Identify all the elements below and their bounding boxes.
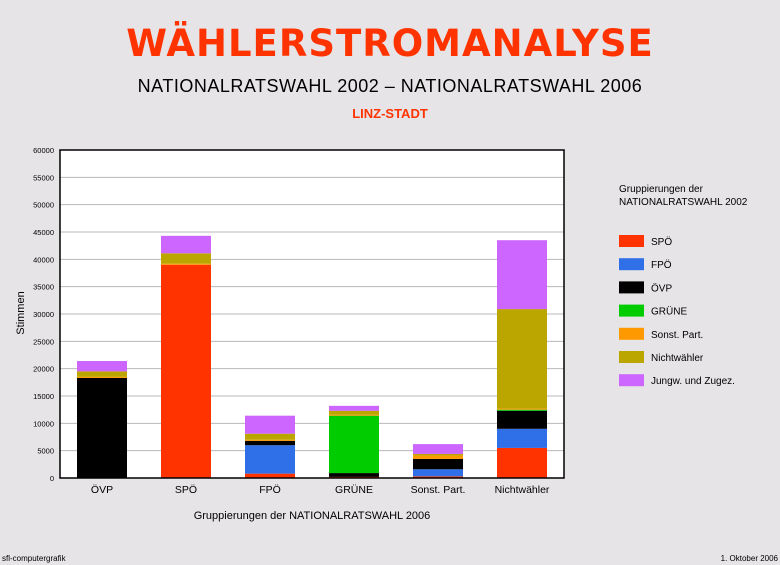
y-tick-label: 10000 [33, 419, 54, 428]
bar-segment [497, 410, 547, 429]
bar-segment [245, 433, 295, 440]
bar-segment [329, 414, 379, 416]
legend-title-line2: NATIONALRATSWAHL 2002 [619, 197, 748, 208]
legend-label: GRÜNE [651, 306, 687, 318]
bar-segment [497, 428, 547, 448]
bar-segment [329, 415, 379, 474]
region-label: LINZ-STADT [352, 106, 428, 121]
bar-segment [497, 240, 547, 310]
legend-label: FPÖ [651, 259, 672, 271]
y-tick-label: 20000 [33, 365, 54, 374]
y-tick-label: 50000 [33, 201, 54, 210]
y-tick-label: 0 [50, 474, 54, 483]
footer-date: 1. Oktober 2006 [720, 554, 778, 563]
bar-segment [245, 415, 295, 434]
footer-credit: sfl-computergrafik [2, 554, 66, 563]
y-tick-label: 40000 [33, 255, 54, 264]
bar-segment [245, 473, 295, 478]
x-tick-label: SPÖ [175, 484, 197, 496]
bar-segment [77, 376, 127, 378]
y-tick-label: 60000 [33, 146, 54, 155]
plot-frame [59, 149, 565, 479]
bar-segment [413, 444, 463, 454]
bar-segment [413, 476, 463, 478]
y-tick-label: 55000 [33, 173, 54, 182]
bar-segment [77, 371, 127, 377]
y-tick-label: 45000 [33, 228, 54, 237]
legend-swatch [619, 351, 644, 363]
bar-segment [245, 445, 295, 474]
legend-swatch [619, 235, 644, 247]
bar-segment [413, 455, 463, 459]
y-tick-label: 15000 [33, 392, 54, 401]
y-tick-label: 30000 [33, 310, 54, 319]
bar-segment [161, 264, 211, 478]
y-tick-label: 25000 [33, 337, 54, 346]
bar-segment [161, 253, 211, 264]
bar-segment [329, 410, 379, 415]
bar-segment [413, 458, 463, 470]
page-subtitle: NATIONALRATSWAHL 2002 – NATIONALRATSWAHL… [137, 76, 643, 96]
y-tick-label: 5000 [37, 447, 54, 456]
bar-segment [161, 263, 211, 265]
legend-swatch [619, 374, 644, 387]
bar-segment [329, 473, 379, 477]
y-axis-label: Stimmen [15, 291, 27, 334]
y-tick-labels: 0 5000 10000 15000 20000 25000 30000 35000 40000… [33, 146, 54, 483]
x-tick-label: FPÖ [259, 484, 281, 496]
bar-segment [245, 440, 295, 446]
bar-segment [77, 361, 127, 372]
page-title: WÄHLERSTROMANALYSE [126, 22, 654, 65]
x-tick-labels: ÖVP SPÖ FPÖ GRÜNE Sonst. Part. Nichtwähler [91, 484, 550, 496]
bar-segment [329, 405, 379, 411]
x-tick-label: Nichtwähler [495, 484, 550, 496]
legend-swatch [619, 281, 644, 294]
legend-title-line1: Gruppierungen der [619, 184, 703, 195]
legend-label: Sonst. Part. [651, 330, 703, 341]
bar-segment [77, 377, 127, 478]
legend-swatch [619, 304, 644, 317]
legend-label: Jungw. und Zugez. [651, 376, 735, 387]
x-tick-label: Sonst. Part. [411, 484, 466, 496]
bar-segment [413, 469, 463, 477]
bar-segment [497, 408, 547, 410]
x-tick-label: ÖVP [91, 484, 113, 496]
bar-stacks [77, 235, 547, 478]
legend: SPÖ FPÖ ÖVP GRÜNE Sonst. Part. Nichtwähler Jun… [619, 235, 735, 387]
y-tick-label: 35000 [33, 283, 54, 292]
legend-label: Nichtwähler [651, 353, 704, 364]
legend-label: SPÖ [651, 236, 672, 248]
bar-segment [413, 453, 463, 456]
legend-title: Gruppierungen der NATIONALRATSWAHL 2002 [619, 183, 747, 209]
legend-label: ÖVP [651, 282, 672, 294]
legend-swatch [619, 327, 644, 340]
bar-segment [497, 409, 547, 411]
bar-segment [245, 439, 295, 441]
bar-segment [161, 235, 211, 254]
legend-swatch [619, 258, 644, 271]
x-tick-label: GRÜNE [335, 484, 373, 496]
bar-segment [497, 309, 547, 409]
grid-lines [60, 150, 564, 478]
bar-segment [497, 447, 547, 478]
x-axis-label: Gruppierungen der NATIONALRATSWAHL 2006 [194, 510, 431, 522]
